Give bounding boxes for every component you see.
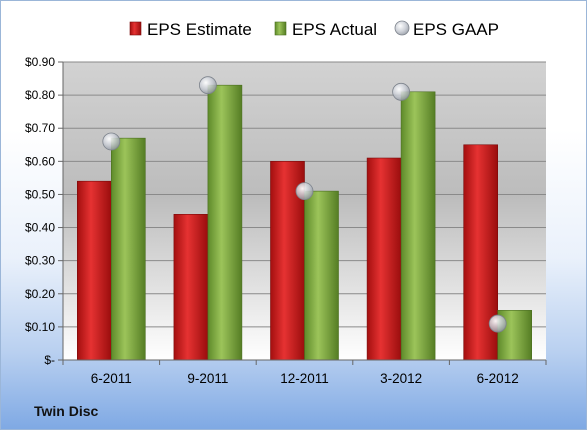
y-tick-label: $0.10 [25,320,55,334]
legend-label: EPS Estimate [147,20,252,39]
bars [77,84,533,361]
marker-eps-gaap [295,182,314,201]
x-tick-label: 3-2012 [380,371,422,386]
bar-eps-estimate [366,157,402,361]
x-tick-label: 6-2011 [91,371,132,386]
marker-eps-gaap [102,132,121,151]
x-tick-label: 6-2012 [477,371,519,386]
x-axis: 6-2011 9-2011 12-2011 3-2012 6-2012 [62,359,547,386]
bar-eps-estimate [173,214,209,361]
y-tick-label: $0.60 [25,154,55,168]
legend: EPS Estimate EPS Actual EPS GAAP [129,20,499,39]
gaap-markers [102,76,507,333]
company-label: Twin Disc [34,403,99,419]
legend-swatch-gaap [394,20,410,36]
y-tick-label: $0.40 [25,221,55,235]
y-tick-label: $0.20 [25,287,55,301]
bar-eps-actual [111,137,146,361]
legend-label: EPS Actual [292,20,377,39]
marker-eps-gaap [392,82,411,101]
legend-swatch-estimate [129,21,142,36]
x-tick-label: 12-2011 [280,371,329,386]
bar-eps-actual [207,84,243,361]
x-tick-label: 9-2011 [187,371,228,386]
y-tick-label: $0.90 [25,55,55,69]
y-tick-label: $- [44,353,55,367]
y-tick-label: $0.70 [25,121,55,135]
bar-eps-actual [400,91,436,361]
bar-eps-actual [304,190,339,361]
marker-eps-gaap [488,314,507,333]
bar-eps-estimate [77,180,112,361]
y-tick-label: $0.30 [25,254,55,268]
legend-swatch-actual [274,21,287,36]
marker-eps-gaap [198,76,217,95]
y-tick-label: $0.80 [25,88,55,102]
y-tick-label: $0.50 [25,187,55,201]
y-axis: $- $0.10 $0.20 $0.30 $0.40 $0.50 $0.60 $0.70 $0.… [25,55,64,367]
legend-label: EPS GAAP [413,20,499,39]
